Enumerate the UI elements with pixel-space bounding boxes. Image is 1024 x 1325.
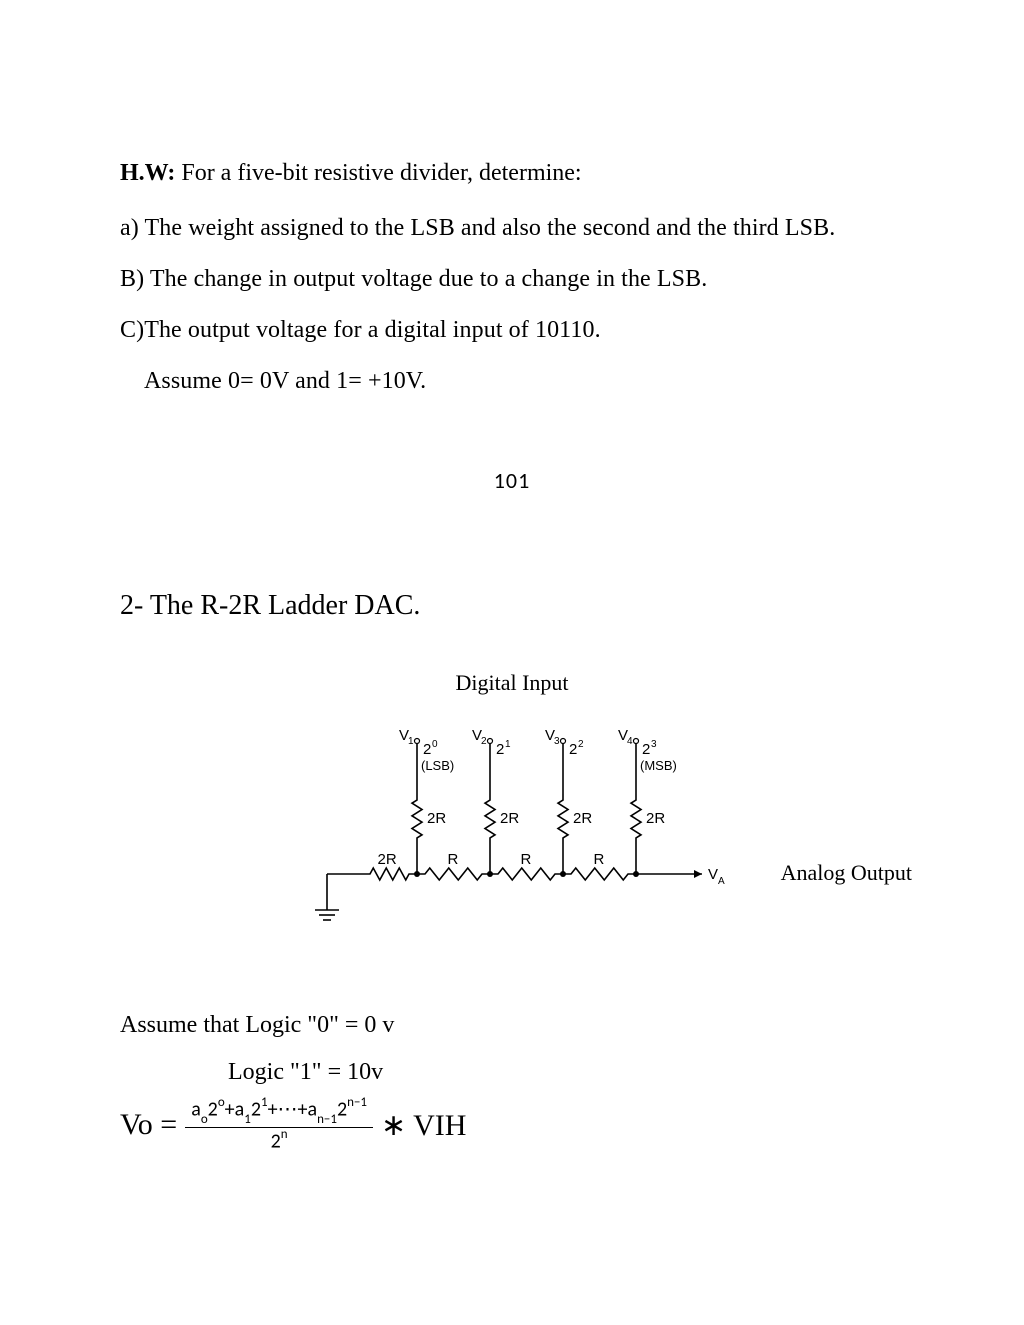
svg-text:V: V [708, 866, 718, 883]
svg-text:0: 0 [432, 739, 438, 750]
hw-label: H.W: [120, 160, 175, 186]
page-number: 101 [120, 467, 904, 494]
svg-text:R: R [448, 851, 459, 868]
svg-text:(MSB): (MSB) [640, 758, 677, 773]
svg-text:3: 3 [554, 736, 560, 747]
svg-text:A: A [718, 876, 725, 887]
svg-text:2: 2 [578, 739, 584, 750]
svg-text:2: 2 [569, 741, 577, 758]
analog-output-label: Analog Output [781, 860, 912, 886]
formula-rhs: ∗ VIH [381, 1108, 466, 1143]
svg-text:4: 4 [627, 736, 633, 747]
circuit-svg: 2RRRRVA2RV120(LSB)2RV2212RV3222RV423(MSB… [262, 704, 762, 924]
hw-text: For a five-bit resistive divider, determ… [175, 160, 581, 186]
formula-fraction: ao2o+a121+⋯+an−12n−1 2n [185, 1098, 373, 1153]
svg-text:1: 1 [505, 739, 511, 750]
assume-line-hw: Assume 0= 0V and 1= +10V. [120, 368, 904, 395]
formula-lhs: Vo = [120, 1108, 177, 1142]
svg-text:2: 2 [481, 736, 487, 747]
circuit-diagram: 2RRRRVA2RV120(LSB)2RV2212RV3222RV423(MSB… [152, 704, 872, 964]
svg-text:2R: 2R [573, 810, 592, 827]
digital-input-label: Digital Input [120, 670, 904, 696]
svg-text:R: R [521, 851, 532, 868]
svg-text:R: R [594, 851, 605, 868]
svg-text:2R: 2R [646, 810, 665, 827]
svg-text:(LSB): (LSB) [421, 758, 454, 773]
formula-denominator: 2n [271, 1128, 288, 1153]
part-b: B) The change in output voltage due to a… [120, 266, 904, 293]
assume-logic1: Logic "1" = 10v [120, 1059, 904, 1086]
part-c: C)The output voltage for a digital input… [120, 317, 904, 344]
assume-logic0: Assume that Logic "0" = 0 v [120, 1012, 904, 1039]
svg-text:3: 3 [651, 739, 657, 750]
svg-text:2: 2 [642, 741, 650, 758]
formula: Vo = ao2o+a121+⋯+an−12n−1 2n ∗ VIH [120, 1098, 904, 1153]
svg-text:2: 2 [496, 741, 504, 758]
svg-text:2R: 2R [500, 810, 519, 827]
section-title: 2- The R-2R Ladder DAC. [120, 590, 904, 622]
formula-numerator: ao2o+a121+⋯+an−12n−1 [185, 1098, 373, 1128]
document-page: H.W: For a five-bit resistive divider, d… [0, 0, 1024, 1213]
hw-prompt: H.W: For a five-bit resistive divider, d… [120, 160, 904, 187]
svg-text:2R: 2R [378, 851, 397, 868]
svg-text:1: 1 [408, 736, 414, 747]
svg-text:2: 2 [423, 741, 431, 758]
part-a: a) The weight assigned to the LSB and al… [120, 215, 904, 242]
svg-text:2R: 2R [427, 810, 446, 827]
